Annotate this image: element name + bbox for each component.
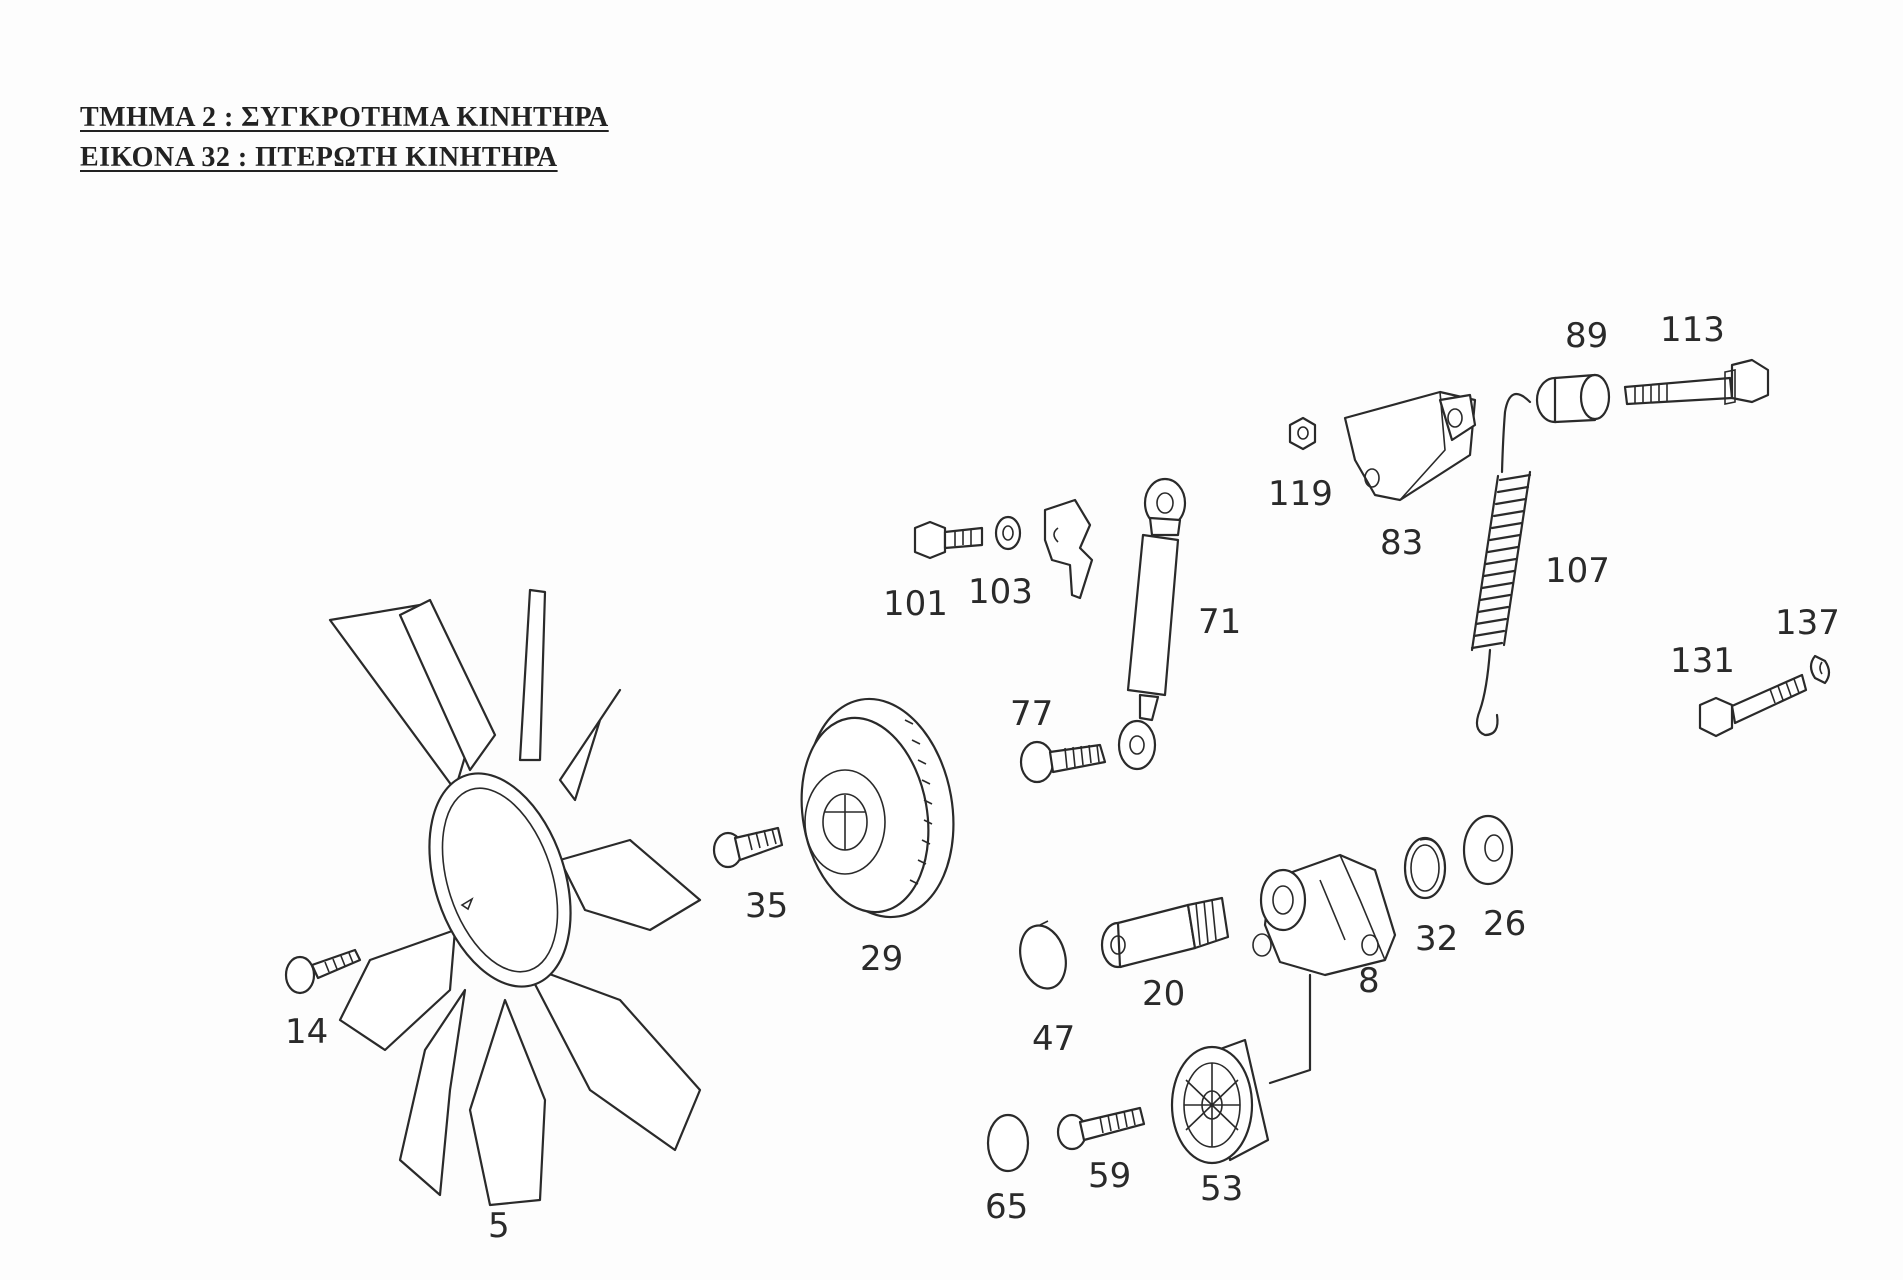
- label-59: 59: [1088, 1156, 1131, 1196]
- bracket-plate-part: [1043, 498, 1094, 600]
- figure-title: ΕΙΚΟΝΑ 32 : ΠΤΕΡΩΤΗ ΚΙΝΗΤΗΡΑ: [80, 142, 558, 173]
- label-77: 77: [1010, 694, 1053, 734]
- fan-part: [328, 588, 702, 1207]
- label-35: 35: [745, 886, 788, 926]
- hex-nut-part: [1288, 416, 1317, 451]
- sleeve-part: [1535, 373, 1611, 424]
- clip-part: [1809, 654, 1831, 685]
- label-113: 113: [1660, 310, 1725, 350]
- tensioner-arm-part: [1252, 853, 1397, 977]
- washer-part: [994, 515, 1022, 551]
- damper-part: [1117, 477, 1187, 771]
- label-8: 8: [1358, 961, 1380, 1001]
- label-107: 107: [1545, 551, 1610, 591]
- pin-cap-part: [1019, 920, 1067, 990]
- bushing-part: [1462, 814, 1514, 886]
- label-5: 5: [488, 1206, 510, 1246]
- label-14: 14: [285, 1012, 328, 1052]
- label-71: 71: [1198, 602, 1241, 642]
- label-137: 137: [1775, 603, 1840, 643]
- tension-spring-part: [1470, 392, 1532, 737]
- collar-bolt-part: [1019, 740, 1107, 784]
- hex-bolt-part: [913, 520, 984, 560]
- label-101: 101: [883, 584, 948, 624]
- label-131: 131: [1670, 641, 1735, 681]
- diagram-header: ΤΜΗΜΑ 2 : ΣΥΓΚΡΟΤΗΜΑ ΚΙΝΗΤΗΡΑ ΕΙΚΟΝΑ 32 …: [80, 98, 609, 178]
- label-83: 83: [1380, 523, 1423, 563]
- long-bolt-part: [1623, 358, 1770, 406]
- label-89: 89: [1565, 316, 1608, 356]
- label-26: 26: [1483, 904, 1526, 944]
- label-103: 103: [968, 572, 1033, 612]
- label-29: 29: [860, 939, 903, 979]
- section-title: ΤΜΗΜΑ 2 : ΣΥΓΚΡΟΤΗΜΑ ΚΙΝΗΤΗΡΑ: [80, 102, 609, 133]
- flange-bolt-part: [284, 948, 362, 995]
- pivot-pin-part: [1100, 896, 1230, 969]
- tensioner-pulley-part: [1170, 973, 1312, 1165]
- label-119: 119: [1268, 474, 1333, 514]
- cover-cap-part: [986, 1113, 1030, 1173]
- label-65: 65: [985, 1187, 1028, 1227]
- seal-ring-part: [1403, 836, 1447, 900]
- label-53: 53: [1200, 1169, 1243, 1209]
- pulley-screw-part: [1056, 1106, 1146, 1151]
- label-32: 32: [1415, 919, 1458, 959]
- socket-screw-part: [712, 826, 784, 869]
- tensioner-bracket-part: [1343, 390, 1477, 502]
- label-20: 20: [1142, 974, 1185, 1014]
- viscous-clutch-part: [800, 697, 955, 919]
- label-47: 47: [1032, 1019, 1075, 1059]
- lower-bolt-part: [1698, 673, 1808, 738]
